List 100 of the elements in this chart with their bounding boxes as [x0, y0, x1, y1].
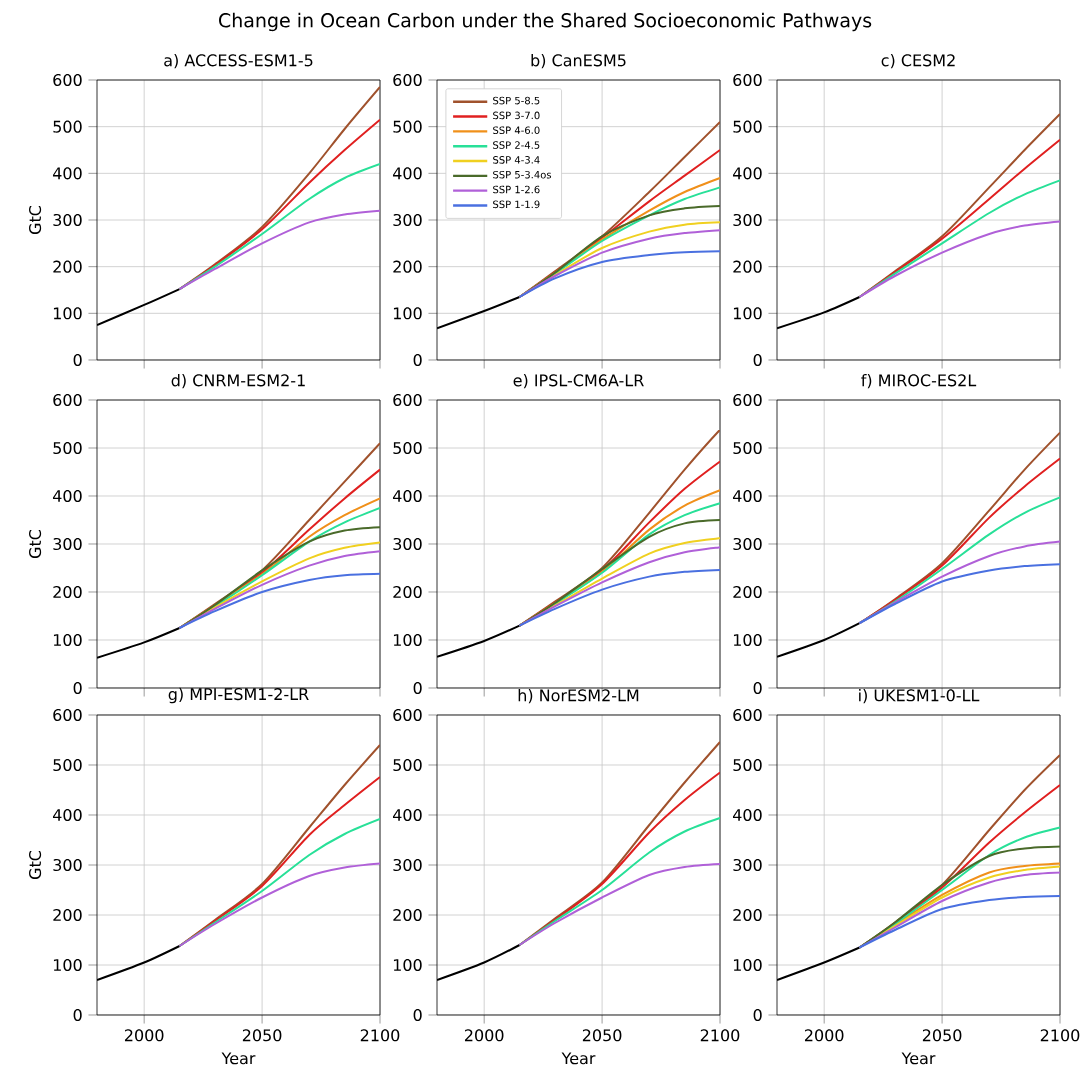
y-tick-label: 400: [52, 808, 82, 822]
y-tick-label: 600: [733, 393, 762, 407]
y-tick-label: 200: [393, 260, 422, 273]
y-tick-label: 600: [733, 708, 762, 722]
legend-label: SSP 4-3.4: [493, 156, 540, 164]
y-tick-label: 0: [413, 681, 422, 695]
legend-label: SSP 1-2.6: [493, 185, 540, 194]
y-tick-label: 500: [393, 441, 422, 455]
line-series: [178, 572, 380, 629]
y-tick-label: 200: [393, 908, 422, 922]
chart-title: g) MPI-ESM1-2-LR: [168, 687, 309, 704]
y-axis-title: GtC: [29, 529, 42, 559]
y-axis-title: GtC: [29, 850, 42, 880]
y-tick-label: 500: [53, 758, 82, 772]
y-tick-label: 300: [393, 858, 422, 872]
y-tick-label: 600: [393, 708, 422, 722]
y-tick-label: 400: [392, 167, 422, 180]
y-tick-label: 500: [733, 758, 762, 772]
line-series: [518, 250, 721, 298]
y-tick-label: 200: [393, 585, 422, 599]
y-tick-label: 600: [53, 73, 82, 87]
line-series: [518, 817, 721, 946]
line-series: [858, 563, 1061, 625]
legend-label: SSP 4-6.0: [493, 126, 540, 135]
y-tick-label: 100: [393, 307, 422, 320]
y-tick-label: 300: [53, 537, 82, 551]
line-series: [178, 862, 380, 947]
y-tick-label: 0: [753, 1008, 762, 1022]
line-series: [178, 818, 380, 947]
y-tick-label: 0: [753, 353, 762, 367]
y-tick-label: 100: [733, 958, 762, 972]
y-tick-label: 500: [393, 120, 422, 133]
chart-title: e) IPSL-CM6A-LR: [513, 374, 644, 389]
legend-label: SSP 5-3.4os: [493, 170, 552, 179]
y-tick-label: 0: [73, 1008, 82, 1022]
line-series: [518, 568, 721, 627]
y-tick-label: 400: [732, 167, 762, 180]
y-tick-label: 100: [733, 307, 762, 320]
y-tick-label: 500: [53, 120, 82, 133]
x-tick-label: 2050: [242, 1029, 282, 1042]
x-tick-label: 2000: [464, 1029, 504, 1042]
text: Change in Ocean Carbon under the Shared Socioeconomic Pathways: [219, 12, 872, 32]
y-tick-label: 200: [53, 585, 82, 599]
y-tick-label: 600: [393, 73, 422, 87]
y-tick-label: 300: [53, 858, 82, 872]
x-tick-label: 2100: [700, 1029, 740, 1042]
line-series: [518, 863, 721, 946]
y-tick-label: 0: [73, 353, 82, 367]
line-series: [858, 220, 1061, 298]
y-tick-label: 300: [393, 537, 422, 551]
y-tick-label: 200: [53, 260, 82, 273]
y-tick-label: 300: [733, 537, 762, 551]
y-tick-label: 200: [733, 260, 762, 273]
y-tick-label: 100: [393, 958, 422, 972]
y-tick-label: 600: [733, 73, 762, 87]
line-series: [858, 895, 1061, 949]
x-tick-label: 2100: [1040, 1029, 1080, 1042]
y-tick-label: 200: [733, 585, 762, 599]
y-tick-label: 600: [393, 393, 422, 407]
x-tick-label: 2100: [360, 1029, 400, 1042]
y-tick-label: 0: [753, 681, 762, 695]
y-tick-label: 300: [733, 858, 762, 872]
y-tick-label: 500: [393, 758, 422, 772]
chart-title: i) UKESM1-0-LL: [859, 689, 980, 704]
line-series: [178, 209, 380, 291]
legend-label: SSP 5-8.5: [493, 96, 540, 105]
y-tick-label: 400: [732, 808, 762, 822]
y-tick-label: 100: [53, 958, 82, 972]
y-tick-label: 100: [53, 633, 82, 647]
x-tick-label: 2050: [582, 1029, 622, 1042]
y-tick-label: 0: [413, 353, 422, 367]
y-tick-label: 500: [733, 441, 762, 455]
y-tick-label: 100: [53, 307, 82, 320]
y-tick-label: 400: [52, 489, 82, 503]
x-tick-label: 2000: [804, 1029, 844, 1042]
chart-title: c) CESM2: [881, 54, 955, 69]
chart-title: f) MIROC-ES2L: [861, 374, 977, 389]
y-tick-label: 400: [392, 808, 422, 822]
chart-title: d) CNRM-ESM2-1: [171, 374, 305, 389]
line-series: [858, 179, 1061, 298]
chart-title: b) CanESM5: [531, 54, 626, 69]
y-tick-label: 400: [52, 167, 82, 180]
y-tick-label: 100: [733, 633, 762, 647]
y-tick-label: 200: [53, 908, 82, 922]
y-tick-label: 400: [732, 489, 762, 503]
y-tick-label: 300: [393, 213, 422, 227]
y-axis-title: GtC: [29, 205, 42, 235]
legend-label: SSP 1-1.9: [493, 200, 540, 209]
y-tick-label: 400: [392, 489, 422, 503]
y-tick-label: 0: [413, 1008, 422, 1022]
y-tick-label: 600: [53, 393, 82, 407]
y-tick-label: 300: [733, 213, 762, 227]
y-tick-label: 600: [53, 708, 82, 722]
chart-title: h) NorESM2-LM: [518, 689, 639, 704]
legend-label: SSP 3-7.0: [493, 111, 540, 120]
y-tick-label: 100: [393, 633, 422, 647]
x-tick-label: 2050: [922, 1029, 962, 1042]
y-tick-label: 200: [733, 908, 762, 922]
x-tick-label: 2000: [124, 1029, 164, 1042]
x-axis-title: Year: [901, 1052, 936, 1065]
